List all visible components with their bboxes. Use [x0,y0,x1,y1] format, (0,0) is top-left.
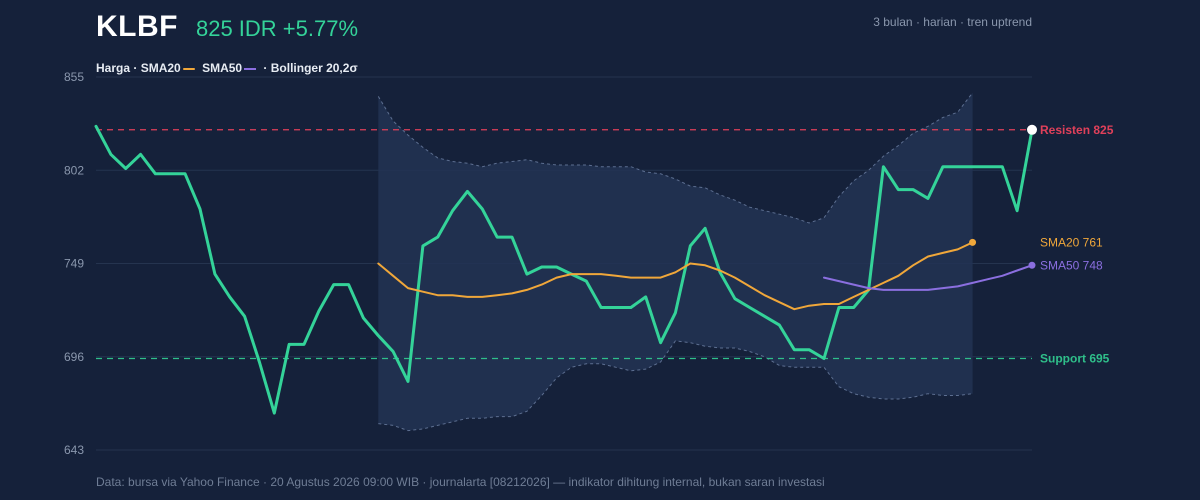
y-tick-label: 802 [64,163,84,177]
y-tick-label: 855 [64,70,84,84]
bollinger-lower-line [378,340,973,432]
legend-sma20-swatch [182,67,195,70]
y-tick-label: 643 [64,443,84,457]
sma50-end-marker [1028,261,1036,269]
legend-bollinger: · Bollinger 20,2σ [263,61,358,75]
legend-separator: · [133,61,138,75]
bollinger-upper-line [377,92,973,224]
legend-sma50: SMA50 [202,61,243,75]
price-series-line [94,124,1034,415]
legend-price: Harga [96,61,131,75]
y-tick-label: 696 [64,350,84,364]
sma20-end-marker [969,238,977,246]
sma50-series-line [823,264,1033,291]
support-label: Support 695 [1040,352,1110,366]
y-tick-label: 749 [64,257,84,271]
sma50-end-label: SMA50 748 [1040,258,1103,272]
legend: Harga · SMA20 SMA50 · Bollinger 20,2σ [96,61,358,75]
price-change: 825 IDR +5.77% [195,16,359,41]
legend-sma20: SMA20 [140,61,181,75]
legend-bollinger-swatch [244,67,257,70]
sma20-series-line [377,241,974,311]
chart-header: KLBF 825 IDR +5.77% [96,10,358,44]
footer-note: Data: bursa via Yahoo Finance · 20 Agust… [96,475,825,489]
ticker-symbol: KLBF [96,10,178,43]
resistance-label: Resisten 825 [1040,123,1114,137]
price-end-marker [1027,124,1037,135]
chart-meta: 3 bulan · harian · tren uptrend [873,15,1032,29]
sma20-end-label: SMA20 761 [1040,235,1103,249]
bollinger-band-fill [378,92,973,431]
